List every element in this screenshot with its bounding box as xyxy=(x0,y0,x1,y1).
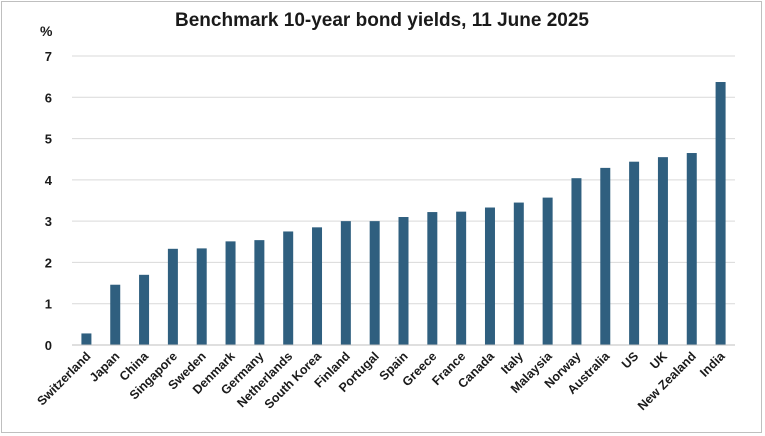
y-tick-label: 7 xyxy=(45,49,52,64)
bar-india xyxy=(715,82,726,345)
bar-denmark xyxy=(225,241,236,345)
bar-china xyxy=(139,274,150,345)
bar-australia xyxy=(600,167,611,345)
y-tick-label: 5 xyxy=(45,132,52,147)
bar-netherlands xyxy=(283,231,294,345)
bar-canada xyxy=(484,207,495,345)
bar-uk xyxy=(657,157,668,345)
y-tick-label: 4 xyxy=(45,173,53,188)
x-tick-label: India xyxy=(697,348,728,379)
bar-malaysia xyxy=(542,197,553,345)
x-tick-label: Switzerland xyxy=(35,349,94,408)
y-axis-unit-label: % xyxy=(40,23,53,39)
bar-spain xyxy=(398,217,409,345)
bar-italy xyxy=(513,202,524,345)
x-axis-category-labels: SwitzerlandJapanChinaSingaporeSwedenDenm… xyxy=(35,348,729,413)
bar-finland xyxy=(340,221,351,345)
bar-switzerland xyxy=(81,333,92,345)
y-tick-label: 3 xyxy=(45,214,52,229)
bar-japan xyxy=(110,284,121,345)
gridlines xyxy=(72,55,735,305)
y-axis-ticks: 0 1 2 3 4 5 6 7 xyxy=(45,49,53,353)
bar-greece xyxy=(427,212,438,345)
bar-germany xyxy=(254,240,265,345)
bars xyxy=(81,82,726,345)
bar-sweden xyxy=(196,248,207,345)
x-tick-label: Japan xyxy=(87,349,122,384)
bar-south-korea xyxy=(312,227,323,345)
y-tick-label: 1 xyxy=(45,297,52,312)
bar-portugal xyxy=(369,221,380,345)
bar-new-zealand xyxy=(686,153,697,345)
x-tick-label: UK xyxy=(647,349,670,372)
bar-us xyxy=(629,161,640,345)
chart-title: Benchmark 10-year bond yields, 11 June 2… xyxy=(175,10,589,31)
y-tick-label: 2 xyxy=(45,255,52,270)
bar-singapore xyxy=(167,248,178,345)
x-tick-label: US xyxy=(619,349,641,371)
bar-france xyxy=(456,211,467,345)
bar-norway xyxy=(571,178,582,345)
y-tick-label: 6 xyxy=(45,90,52,105)
y-tick-label: 0 xyxy=(45,338,52,353)
